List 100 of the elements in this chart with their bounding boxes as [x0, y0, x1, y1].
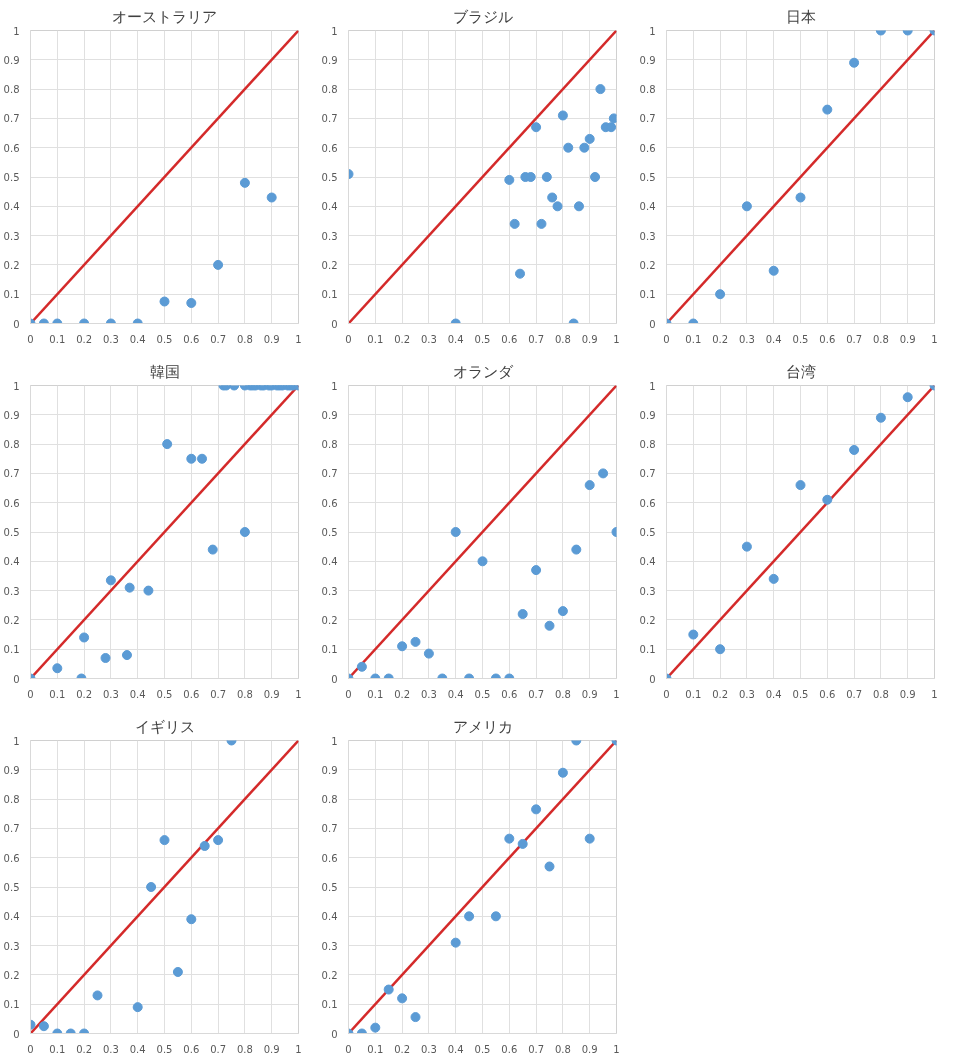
y-tick-label: 0.8: [321, 84, 338, 96]
y-tick-label: 0.1: [3, 999, 20, 1011]
y-tick-label: 0.9: [3, 54, 20, 66]
x-tick-label: 0.7: [528, 1043, 545, 1055]
y-tick-label: 0.9: [639, 54, 656, 66]
x-tick-label: 0.4: [447, 1043, 464, 1055]
x-tick-label: 0.9: [899, 688, 916, 700]
y-tick-label: 0: [649, 318, 656, 330]
x-tick-label: 0: [27, 688, 34, 700]
x-tick-label: 0.5: [792, 333, 809, 345]
y-tick-label: 0.9: [3, 409, 20, 421]
x-tick-label: 0.3: [102, 1043, 119, 1055]
y-tick-label: 0.1: [321, 644, 338, 656]
y-tick-label: 1: [13, 25, 20, 37]
chart-title: 日本: [785, 7, 816, 26]
y-tick-label: 0.5: [3, 172, 20, 183]
x-tick-label: 0.3: [738, 333, 755, 345]
x-tick-label: 0: [345, 333, 352, 345]
x-tick-label: 0: [27, 333, 34, 345]
x-tick-label: 0: [345, 1043, 352, 1055]
y-tick-label: 0.1: [3, 644, 20, 656]
y-tick-label: 1: [649, 380, 656, 392]
y-tick-label: 0.2: [639, 259, 656, 271]
y-tick-label: 0: [13, 673, 20, 685]
x-tick-label: 0.4: [447, 333, 464, 345]
y-tick-label: 1: [13, 380, 20, 392]
x-tick-label: 0.3: [738, 688, 755, 700]
y-tick-label: 0.9: [639, 409, 656, 421]
y-tick-label: 0.6: [3, 142, 20, 154]
x-tick-label: 0.8: [236, 688, 253, 700]
x-tick-label: 0.8: [872, 333, 889, 345]
x-tick-label: 0.3: [420, 1043, 437, 1055]
y-tick-label: 0.3: [321, 585, 338, 597]
x-tick-label: 0.3: [420, 333, 437, 345]
y-tick-label: 0.3: [3, 230, 20, 242]
x-tick-label: 0.3: [102, 688, 119, 700]
y-tick-label: 0.5: [321, 172, 338, 183]
x-tick-label: 0.4: [129, 1043, 146, 1055]
x-tick-label: 0.9: [581, 688, 598, 700]
x-tick-label: 0.7: [846, 688, 863, 700]
chart-title: オーストラリア: [112, 7, 217, 26]
x-tick-label: 1: [613, 333, 620, 345]
x-tick-label: 0.5: [156, 688, 173, 700]
x-tick-label: 0.9: [581, 333, 598, 345]
x-tick-label: 0: [27, 1043, 34, 1055]
chart-title: 台湾: [785, 362, 816, 381]
y-tick-label: 0.7: [639, 468, 656, 480]
x-tick-label: 0.5: [156, 333, 173, 345]
y-tick-label: 0.6: [639, 142, 656, 154]
x-tick-label: 0.5: [792, 688, 809, 700]
y-tick-label: 0.6: [3, 497, 20, 509]
y-tick-label: 0.1: [639, 644, 656, 656]
y-tick-label: 0.7: [321, 823, 338, 835]
y-tick-label: 0.4: [321, 201, 338, 213]
x-tick-label: 1: [613, 688, 620, 700]
y-tick-label: 0.2: [321, 969, 338, 981]
y-tick-label: 0.2: [3, 259, 20, 271]
x-tick-label: 0.6: [501, 333, 518, 345]
x-tick-label: 0.4: [129, 688, 146, 700]
y-tick-label: 0.1: [3, 289, 20, 301]
x-tick-label: 0.5: [474, 333, 491, 345]
y-tick-label: 0.4: [3, 556, 20, 568]
y-tick-label: 0: [13, 318, 20, 330]
x-tick-label: 0.5: [474, 688, 491, 700]
y-tick-label: 0.2: [321, 614, 338, 626]
chart-title: ブラジル: [452, 7, 513, 26]
x-tick-label: 0.1: [367, 688, 384, 700]
y-tick-label: 0.4: [639, 556, 656, 568]
chart-title: オランダ: [452, 362, 514, 381]
x-tick-label: 0.1: [367, 333, 384, 345]
y-tick-label: 0.8: [3, 84, 20, 96]
x-tick-label: 0.9: [263, 333, 280, 345]
y-tick-label: 0.7: [3, 823, 20, 835]
x-tick-label: 0.8: [554, 1043, 571, 1055]
y-tick-label: 0.6: [321, 497, 338, 509]
y-tick-label: 0.1: [639, 289, 656, 301]
x-tick-label: 1: [613, 1043, 620, 1055]
x-tick-label: 1: [931, 333, 938, 345]
x-tick-label: 0.7: [528, 333, 545, 345]
x-tick-label: 1: [295, 1043, 302, 1055]
x-tick-label: 0.9: [263, 1043, 280, 1055]
y-tick-label: 0: [13, 1028, 20, 1040]
x-tick-label: 0.4: [765, 688, 782, 700]
x-tick-label: 0.6: [183, 688, 200, 700]
x-tick-label: 0.8: [554, 333, 571, 345]
y-tick-label: 0.4: [3, 201, 20, 213]
x-tick-label: 0.1: [685, 333, 702, 345]
y-tick-label: 0.3: [639, 585, 656, 597]
x-tick-label: 1: [295, 333, 302, 345]
y-tick-label: 0.9: [3, 764, 20, 776]
x-tick-label: 0: [663, 688, 670, 700]
x-tick-label: 0.7: [846, 333, 863, 345]
y-tick-label: 0.5: [321, 527, 338, 538]
x-tick-label: 0.4: [129, 333, 146, 345]
x-tick-label: 0.8: [236, 333, 253, 345]
y-tick-label: 0.8: [3, 439, 20, 451]
y-tick-label: 0.5: [639, 527, 656, 538]
y-tick-label: 1: [331, 735, 338, 747]
x-tick-label: 0.6: [501, 688, 518, 700]
y-tick-label: 0.3: [3, 585, 20, 597]
